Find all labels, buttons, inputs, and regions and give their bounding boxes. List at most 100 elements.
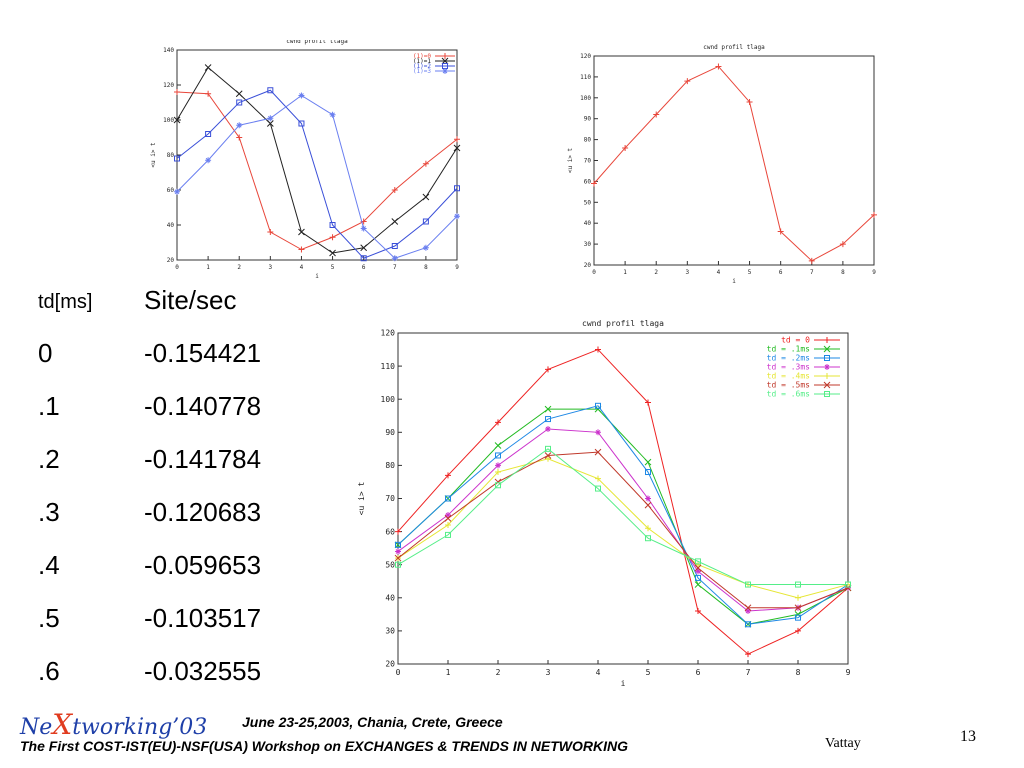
data-point bbox=[871, 211, 877, 218]
legend-marker bbox=[824, 355, 830, 361]
legend-label: td = .6ms bbox=[767, 390, 811, 399]
data-point bbox=[746, 98, 753, 105]
x-tick-label: 0 bbox=[592, 269, 596, 276]
y-tick-label: 100 bbox=[580, 95, 591, 102]
y-tick-label: 90 bbox=[584, 116, 592, 123]
chart-cwnd-profile-multi-i: cwnd profil tlaga 0 1 2 3 4 5 6 7 8 9 20 40 60 80 100 12… bbox=[150, 40, 461, 280]
y-tick-label: 60 bbox=[167, 187, 175, 194]
x-tick-label: 2 bbox=[496, 668, 501, 677]
x-axis-label: i bbox=[732, 278, 736, 285]
data-point bbox=[595, 485, 601, 492]
legend-marker bbox=[824, 364, 830, 370]
y-tick-label: 120 bbox=[163, 82, 174, 89]
series-line-6 bbox=[397, 448, 848, 586]
data-point bbox=[445, 512, 451, 519]
data-point bbox=[839, 241, 846, 248]
data-point bbox=[236, 99, 243, 106]
y-tick-label: 80 bbox=[584, 137, 592, 144]
data-point bbox=[645, 495, 651, 502]
data-point bbox=[594, 448, 602, 456]
data-point bbox=[298, 246, 305, 253]
data-point bbox=[453, 144, 461, 152]
chart-title: cwnd profil tlaga bbox=[582, 319, 664, 328]
data-point bbox=[645, 469, 651, 476]
legend-marker bbox=[824, 373, 830, 379]
data-point bbox=[445, 495, 451, 502]
data-point bbox=[267, 87, 274, 94]
legend-marker bbox=[824, 337, 830, 343]
legend-label: td = .1ms bbox=[767, 345, 811, 354]
chart-cwnd-profile-td: cwnd profil tlaga 0 1 2 3 4 5 6 7 8 9 20 30 40 50 60 70 8… bbox=[357, 319, 852, 688]
page-number: 13 bbox=[960, 728, 976, 745]
data-point bbox=[174, 89, 180, 95]
data-point bbox=[454, 136, 460, 143]
data-point bbox=[360, 255, 367, 262]
data-point bbox=[744, 604, 752, 612]
y-tick-label: 50 bbox=[385, 560, 395, 569]
series-line-1 bbox=[176, 66, 458, 254]
data-point bbox=[422, 244, 429, 251]
x-tick-label: 8 bbox=[424, 264, 428, 271]
y-tick-label: 70 bbox=[584, 158, 592, 165]
x-tick-label: 4 bbox=[717, 269, 721, 276]
legend-label: td = .3ms bbox=[767, 363, 811, 372]
data-point bbox=[645, 399, 651, 406]
data-point bbox=[694, 581, 702, 588]
data-point bbox=[695, 568, 701, 575]
data-point bbox=[795, 614, 801, 621]
data-point bbox=[360, 225, 367, 232]
x-tick-label: 7 bbox=[810, 269, 814, 276]
data-point bbox=[808, 257, 815, 264]
data-point bbox=[595, 475, 601, 482]
data-point bbox=[391, 255, 398, 262]
plot-frame bbox=[176, 49, 458, 261]
x-tick-label: 8 bbox=[841, 269, 845, 276]
x-tick-label: 5 bbox=[646, 668, 651, 677]
x-tick-label: 5 bbox=[748, 269, 752, 276]
x-tick-label: 1 bbox=[206, 264, 210, 271]
legend-label: td = .5ms bbox=[767, 381, 811, 390]
chart-title: cwnd profil tlaga bbox=[286, 40, 348, 45]
data-point bbox=[495, 469, 501, 476]
data-point bbox=[544, 452, 552, 459]
data-point bbox=[745, 608, 751, 615]
data-point bbox=[544, 405, 552, 413]
x-tick-label: 9 bbox=[872, 269, 876, 276]
y-tick-label: 40 bbox=[385, 593, 395, 602]
plot-frame bbox=[593, 55, 875, 266]
data-point bbox=[454, 185, 460, 192]
data-point bbox=[204, 64, 212, 71]
legend-marker bbox=[442, 53, 448, 59]
series-line-0 bbox=[176, 91, 458, 251]
x-tick-label: 3 bbox=[546, 668, 551, 677]
data-point bbox=[360, 244, 368, 252]
y-tick-label: 70 bbox=[385, 494, 395, 503]
legend-label: (1)=0 bbox=[413, 53, 431, 60]
data-point bbox=[395, 541, 401, 548]
conference-info: June 23-25,2003, Chania, Crete, Greece bbox=[242, 714, 503, 730]
y-tick-label: 30 bbox=[385, 627, 395, 636]
data-point bbox=[795, 594, 801, 601]
data-point bbox=[235, 90, 243, 98]
data-point bbox=[695, 608, 701, 615]
data-point bbox=[595, 429, 601, 436]
data-point bbox=[795, 627, 801, 634]
rate-column-header: Site/sec bbox=[144, 285, 237, 315]
legend-label: td = .4ms bbox=[767, 372, 811, 381]
data-point bbox=[236, 122, 243, 129]
data-point bbox=[684, 78, 691, 85]
data-point bbox=[622, 144, 629, 151]
series-line-5 bbox=[397, 451, 849, 609]
data-point bbox=[694, 564, 702, 572]
x-tick-label: 6 bbox=[696, 668, 701, 677]
data-point bbox=[454, 213, 460, 220]
workshop-title: The First COST-IST(EU)-NSF(USA) Workshop… bbox=[20, 738, 628, 754]
x-tick-label: 5 bbox=[331, 264, 335, 271]
rate-value: -0.154421 bbox=[144, 338, 262, 368]
y-tick-label: 80 bbox=[167, 152, 175, 159]
legend-marker bbox=[442, 68, 448, 74]
legend-marker bbox=[824, 391, 830, 397]
data-point bbox=[395, 528, 401, 535]
data-point bbox=[794, 604, 802, 612]
x-tick-label: 8 bbox=[796, 668, 801, 677]
